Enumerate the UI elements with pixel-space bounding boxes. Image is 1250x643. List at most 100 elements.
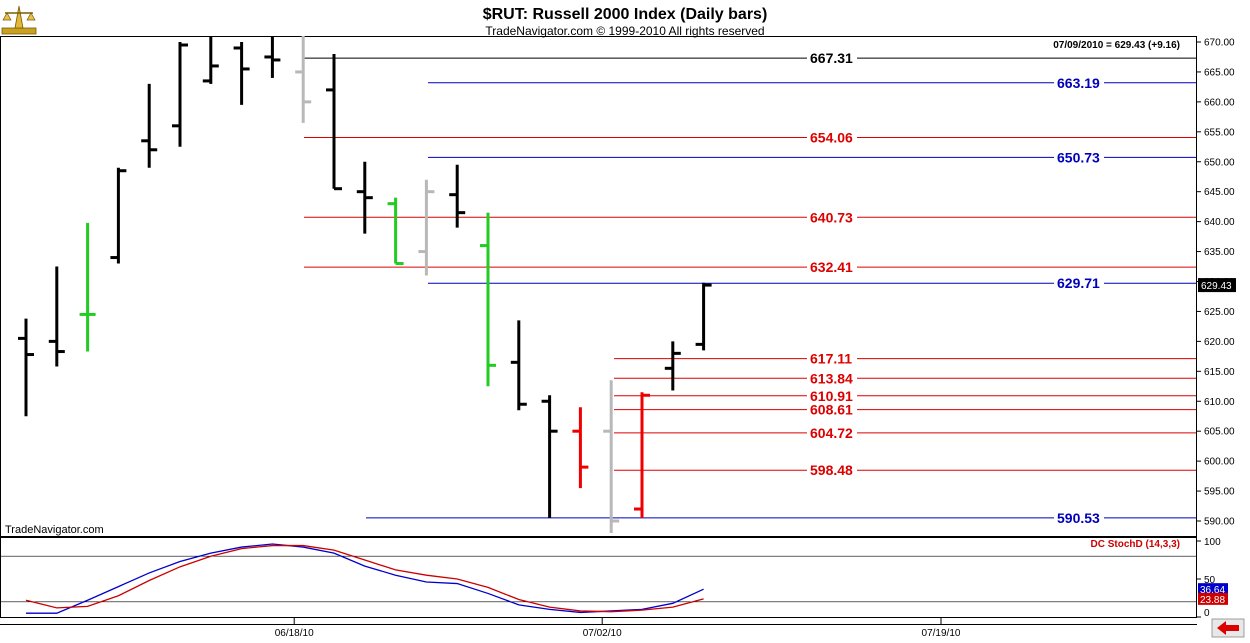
level-label-group: 650.73 (1054, 149, 1104, 166)
level-label-group: 663.19 (1054, 74, 1104, 91)
level-label-group: 629.71 (1054, 275, 1104, 292)
level-label-group: 632.41 (807, 259, 857, 276)
stoch-d-line (25, 544, 704, 613)
price-info: 07/09/2010 = 629.43 (+9.16) (1053, 40, 1180, 51)
price-bar (202, 36, 219, 84)
price-bar (449, 164, 466, 228)
price-bar (48, 266, 65, 367)
level-label-group: 667.31 (807, 50, 857, 67)
price-tick-label: 635.00 (1204, 247, 1235, 258)
level-label-bg (1054, 149, 1104, 166)
level-label-bg (1054, 275, 1104, 292)
level-label-bg (807, 401, 857, 418)
level-label-bg (807, 387, 857, 404)
price-axis: 590.00 595.00 600.00 605.00 610.00 615.00 620.… (1196, 38, 1236, 528)
level-label: 632.41 (810, 259, 853, 275)
level-label: 667.31 (810, 50, 853, 66)
last-price-label: 629.43 (1201, 281, 1232, 292)
price-bar (572, 407, 589, 489)
level-label: 604.72 (810, 425, 853, 441)
date-axis: 06/18/10 07/02/10 07/19/10 (275, 618, 961, 639)
price-tick-label: 590.00 (1204, 517, 1235, 528)
price-bar (141, 83, 158, 168)
price-tick-label: 640.00 (1204, 217, 1235, 228)
stoch-tick-label: 100 (1204, 537, 1221, 548)
price-tick-label: 625.00 (1204, 307, 1235, 318)
level-label-bg (807, 350, 857, 367)
level-label: 590.53 (1057, 510, 1100, 526)
level-label: 650.73 (1057, 149, 1100, 165)
price-bar (356, 161, 373, 234)
price-bar (18, 318, 34, 417)
stoch-readout-group: 23.88 (1198, 592, 1228, 606)
level-label: 629.71 (1057, 275, 1100, 291)
level-label: 598.48 (810, 462, 853, 478)
level-label-bg (807, 209, 857, 226)
price-bar (634, 392, 650, 519)
level-label-group: 640.73 (807, 209, 857, 226)
gold-scale-logo-icon (1, 5, 37, 35)
price-bar (326, 53, 342, 191)
level-label-group: 598.48 (807, 462, 857, 479)
red-left-arrow-icon[interactable] (1211, 618, 1245, 638)
price-tick-label: 610.00 (1204, 397, 1235, 408)
level-label-group: 654.06 (807, 129, 857, 146)
stoch-readout: 36.64 (1200, 585, 1225, 596)
price-tick-label: 665.00 (1204, 67, 1235, 78)
price-tick-label: 615.00 (1204, 367, 1235, 378)
price-panel (0, 36, 1197, 537)
level-label: 610.91 (810, 388, 853, 404)
price-tick-label: 645.00 (1204, 187, 1235, 198)
bars-layer (18, 36, 712, 533)
price-bar (510, 320, 527, 411)
stoch-tick-label: 50 (1204, 575, 1216, 586)
price-bar (110, 167, 127, 264)
price-bar (418, 179, 435, 276)
price-bar (79, 222, 96, 352)
level-label-bg (807, 259, 857, 276)
stoch-readout-box (1198, 583, 1228, 596)
watermark: TradeNavigator.com (5, 524, 104, 536)
price-tick-label: 660.00 (1204, 97, 1235, 108)
date-label: 07/02/10 (583, 628, 622, 639)
stoch-tick-label: 0 (1204, 608, 1210, 619)
date-label: 06/18/10 (275, 628, 314, 639)
stoch-readout-group: 36.64 (1198, 583, 1228, 596)
level-label-group: 608.61 (807, 401, 857, 418)
date-label: 07/19/10 (922, 628, 961, 639)
level-label-bg (807, 50, 857, 67)
price-bar (172, 42, 188, 147)
stoch-panel (0, 537, 1197, 618)
level-label: 640.73 (810, 209, 853, 225)
stoch-title: DC StochD (14,3,3) (1091, 539, 1180, 550)
level-label-bg (807, 424, 857, 441)
price-tick-label: 600.00 (1204, 457, 1235, 468)
last-price-label-group: 629.43 (1198, 278, 1236, 293)
stoch-k-line (26, 543, 704, 614)
level-label: 617.11 (810, 351, 852, 367)
price-bar (603, 380, 620, 533)
level-label-bg (807, 462, 857, 479)
price-tick-label: 650.00 (1204, 157, 1235, 168)
price-tick-label: 595.00 (1204, 487, 1235, 498)
stoch-readout: 23.88 (1200, 595, 1225, 606)
price-bar (295, 36, 312, 123)
level-label-group: 617.11 (807, 350, 857, 367)
price-bar (480, 212, 496, 387)
level-label: 663.19 (1057, 75, 1100, 91)
level-label-group: 590.53 (1054, 510, 1104, 526)
level-label-bg (807, 370, 857, 387)
price-tick-label: 655.00 (1204, 127, 1235, 138)
level-label: 608.61 (810, 402, 853, 418)
level-label-bg (807, 129, 857, 146)
level-label: 654.06 (810, 129, 853, 145)
chart-title: $RUT: Russell 2000 Index (Daily bars) (483, 6, 768, 23)
level-label-bg (1054, 74, 1104, 91)
price-bar (387, 197, 404, 266)
price-bar (233, 42, 250, 105)
levels-layer: 667.31 663.19 654.06 650.73 640.73 632.41 629.… (304, 50, 1196, 526)
price-tick-label: 620.00 (1204, 337, 1235, 348)
level-label: 613.84 (810, 370, 853, 386)
